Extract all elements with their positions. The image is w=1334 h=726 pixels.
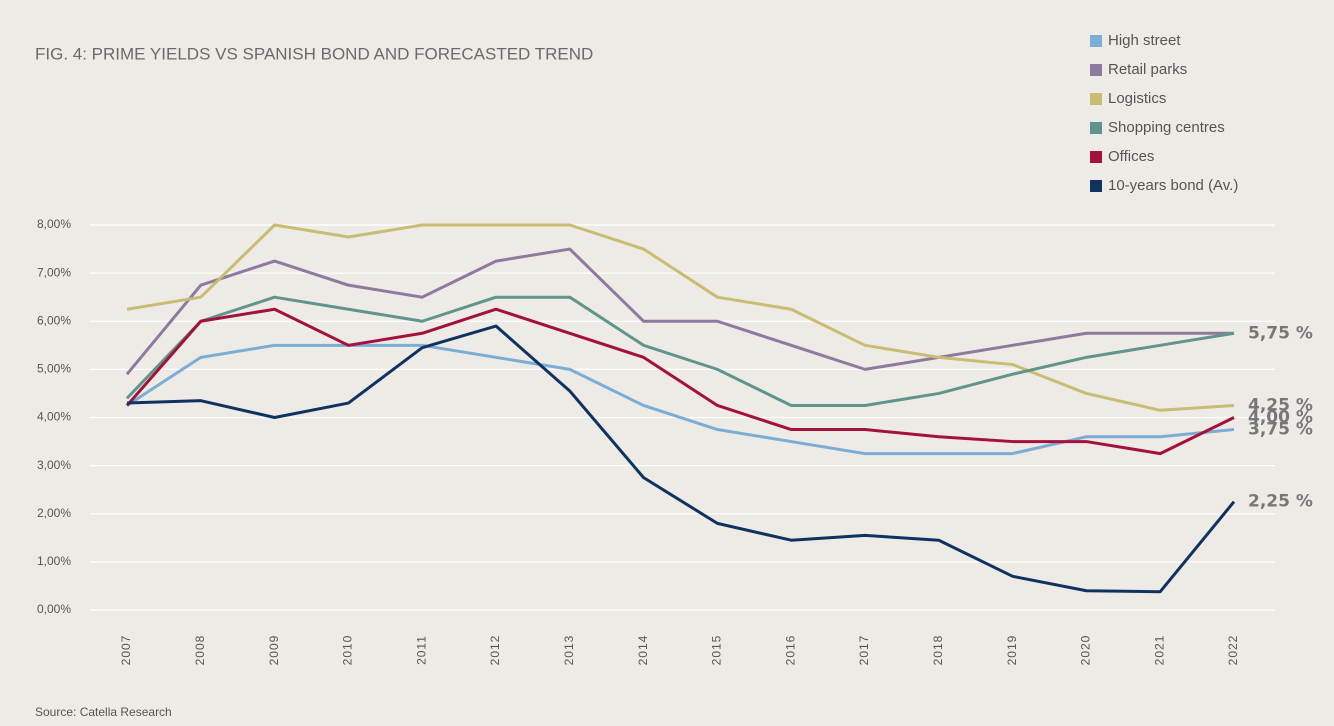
x-tick-label: 2012 — [488, 635, 502, 666]
series-line — [125, 247, 1234, 376]
y-tick-label: 0,00% — [37, 602, 71, 616]
y-tick-label: 7,00% — [37, 265, 71, 279]
y-tick-label: 8,00% — [37, 217, 71, 231]
x-tick-label: 2008 — [193, 635, 207, 666]
x-tick-label: 2020 — [1079, 635, 1093, 666]
chart-title: FIG. 4: PRIME YIELDS VS SPANISH BOND AND… — [35, 44, 593, 63]
y-tick-label: 4,00% — [37, 410, 71, 424]
x-tick-label: 2016 — [783, 635, 797, 666]
series-line — [125, 295, 1235, 407]
end-label: 4,25 % — [1248, 395, 1313, 415]
y-tick-label: 2,00% — [37, 506, 71, 520]
series-line — [126, 324, 1236, 594]
series-line — [125, 307, 1235, 456]
legend-label: Retail parks — [1108, 61, 1187, 78]
x-tick-label: 2019 — [1005, 635, 1019, 666]
y-tick-label: 6,00% — [37, 313, 71, 327]
series-line — [126, 223, 1235, 412]
x-tick-label: 2013 — [562, 635, 576, 666]
y-tick-label: 3,00% — [37, 458, 71, 472]
legend-label: Logistics — [1108, 90, 1166, 107]
legend-label: Shopping centres — [1108, 119, 1225, 136]
y-tick-label: 1,00% — [37, 554, 71, 568]
x-tick-label: 2007 — [119, 635, 133, 666]
x-tick-label: 2018 — [931, 635, 945, 666]
x-tick-label: 2015 — [710, 635, 724, 666]
legend-swatch — [1090, 180, 1102, 192]
series-line — [126, 343, 1235, 456]
legend-swatch — [1090, 93, 1102, 105]
end-label: 2,25 % — [1248, 492, 1313, 512]
end-label: 3,75 % — [1248, 420, 1313, 440]
legend-swatch — [1090, 35, 1102, 47]
end-label: 4,00 % — [1248, 408, 1313, 428]
legend-label: High street — [1108, 32, 1181, 49]
x-tick-label: 2009 — [267, 635, 281, 666]
x-tick-label: 2017 — [857, 635, 871, 666]
x-tick-label: 2021 — [1152, 635, 1166, 666]
legend-swatch — [1090, 151, 1102, 163]
x-tick-label: 2022 — [1226, 635, 1240, 666]
legend-swatch — [1090, 64, 1102, 76]
legend-label: Offices — [1108, 148, 1154, 165]
x-tick-label: 2010 — [341, 635, 355, 666]
source: Source: Catella Research — [35, 705, 172, 719]
end-label: 5,75 % — [1248, 323, 1313, 343]
legend-label: 10-years bond (Av.) — [1108, 177, 1238, 194]
x-tick-label: 2014 — [636, 635, 650, 666]
y-tick-label: 5,00% — [37, 362, 71, 376]
legend-swatch — [1090, 122, 1102, 134]
x-tick-label: 2011 — [414, 635, 428, 665]
